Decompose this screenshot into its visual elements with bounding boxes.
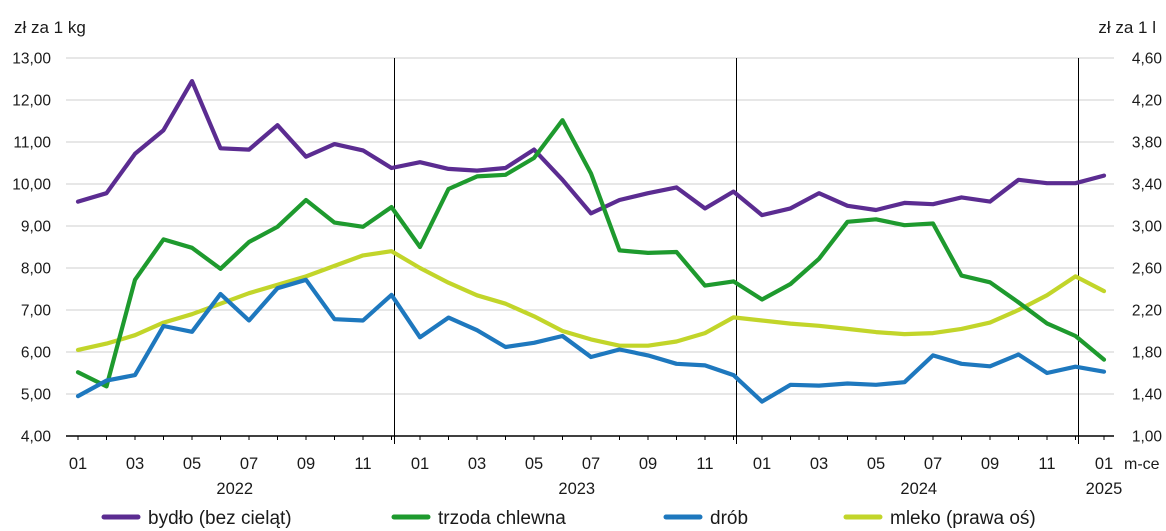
x-tick-label: 01 [69,455,87,473]
y-left-tick-label: 10,00 [12,177,51,194]
x-tick-label: 01 [411,455,429,473]
y-left-tick-label: 11,00 [13,135,51,152]
x-tick-label: 07 [240,455,258,473]
x-tick-label: 11 [696,455,713,473]
y-right-tick-label: 1,80 [1132,345,1163,362]
year-labels: 2022 2023 2024 2025 [216,480,1122,498]
year-label: 2025 [1086,480,1123,498]
y-right-tick-label: 2,60 [1132,261,1163,278]
year-separators [394,58,1079,444]
x-tick-label: 09 [981,455,999,473]
y-axis-right-unit: zł za 1 l [1098,18,1156,37]
x-tick-label: 01 [1095,455,1113,473]
y-left-tick-label: 8,00 [21,261,52,278]
x-tick-label: 05 [183,455,201,473]
legend-label: bydło (bez cieląt) [148,508,292,529]
x-tick-label: 09 [639,455,657,473]
y-right-tick-label: 3,80 [1132,135,1163,152]
y-right-tick-label: 4,20 [1132,93,1163,110]
x-tick-label: 01 [753,455,771,473]
x-tick-label: 07 [924,455,942,473]
x-axis-ticks: 01 03 05 07 09 11 01 03 05 07 09 11 01 03 05 07 09 11 01 [69,455,1113,473]
y-right-tick-label: 3,40 [1132,177,1163,194]
y-axis-left-ticks: 4,00 5,00 6,00 7,00 8,00 9,00 10,00 11,00 12,00 1… [12,51,51,446]
x-tick-label: 07 [582,455,600,473]
x-tick-label: 11 [1038,455,1055,473]
year-label: 2024 [900,480,937,498]
x-tick-label: 05 [867,455,885,473]
legend-label: drób [710,508,748,529]
year-label: 2023 [558,480,595,498]
series-line-2 [75,277,1107,404]
y-left-tick-label: 6,00 [21,345,52,362]
series-line-0 [75,78,1107,218]
series-lines [75,78,1107,404]
y-left-tick-label: 7,00 [21,303,52,320]
grid [66,57,1114,395]
series-line-1 [75,118,1107,389]
legend: bydło (bez cieląt) trzoda chlewna drób mlek… [101,508,1036,529]
year-label: 2022 [216,480,253,498]
x-tick-label: 09 [297,455,315,473]
y-left-tick-label: 13,00 [12,51,51,68]
y-right-tick-label: 2,20 [1132,303,1163,320]
y-left-tick-label: 12,00 [12,93,51,110]
y-right-tick-label: 1,40 [1132,387,1163,404]
x-axis [66,435,1114,440]
legend-label: trzoda chlewna [438,508,566,529]
y-right-tick-label: 4,60 [1132,51,1163,68]
x-tick-label: 03 [126,455,144,473]
y-left-tick-label: 9,00 [21,219,52,236]
x-tick-label: 03 [468,455,486,473]
x-tick-label: 03 [810,455,828,473]
y-left-tick-label: 4,00 [21,429,52,446]
x-tick-label: 05 [525,455,543,473]
y-right-tick-label: 1,00 [1132,429,1163,446]
series-line-3 [75,249,1107,352]
legend-label: mleko (prawa oś) [890,508,1036,529]
y-axis-left-unit: zł za 1 kg [14,18,86,37]
y-left-tick-label: 5,00 [21,387,52,404]
y-axis-right-ticks: 1,00 1,40 1,80 2,20 2,60 3,00 3,40 3,80 4,20 4,60 [1132,51,1163,446]
x-axis-unit: m-ce [1124,456,1160,473]
x-tick-label: 11 [354,455,371,473]
y-right-tick-label: 3,00 [1132,219,1163,236]
